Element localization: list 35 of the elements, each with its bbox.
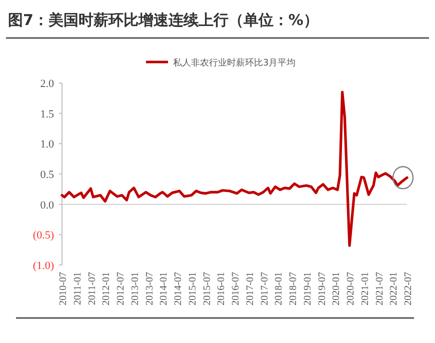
y-tick-label: 2.0 — [40, 78, 54, 90]
x-tick-label: 2017-01 — [244, 272, 256, 306]
x-tick-label: 2014-07 — [173, 272, 184, 306]
x-tick-label: 2011-07 — [86, 272, 98, 305]
x-tick-label: 2012-07 — [116, 272, 126, 306]
x-tick-label: 2019-01 — [302, 272, 314, 306]
y-tick-label: (0.5) — [32, 230, 54, 242]
x-tick-label: 2016-07 — [230, 272, 242, 306]
legend: 私人非农行业时薪环比3月平均 — [146, 58, 296, 68]
legend-label: 私人非农行业时薪环比3月平均 — [173, 58, 296, 68]
y-tick-label: 0.5 — [40, 169, 54, 181]
x-tick-label: 2020-01 — [331, 272, 342, 306]
x-tick-label: 2015-01 — [187, 272, 198, 306]
x-tick-label: 2022-01 — [388, 272, 400, 306]
x-tick-label: 2015-07 — [202, 272, 213, 306]
x-tick-label: 2022-07 — [403, 272, 414, 306]
x-tick-label: 2020-07 — [346, 272, 356, 306]
x-tick-label: 2018-07 — [288, 272, 299, 306]
x-tick-label: 2013-07 — [144, 272, 156, 306]
x-tick-label: 2010-07 — [58, 272, 69, 306]
x-tick-label: 2021-07 — [374, 272, 386, 306]
x-tick-label: 2019-07 — [316, 272, 328, 306]
y-tick-label: 1.5 — [40, 108, 54, 120]
x-tick-label: 2012-01 — [101, 272, 112, 306]
x-tick-label: 2016-01 — [216, 272, 228, 306]
y-tick-label: 1.0 — [40, 138, 54, 151]
chart-title: 图7：美国时薪环比增速连续上行（单位：%） — [8, 11, 318, 29]
x-tick-label: 2021-01 — [360, 272, 371, 306]
x-tick-label: 2013-01 — [130, 272, 141, 306]
x-tick-label: 2017-07 — [259, 272, 270, 306]
y-tick-label: (1.0) — [32, 260, 54, 272]
y-tick-label: 0.0 — [40, 199, 54, 212]
x-tick-label: 2018-01 — [274, 272, 285, 306]
x-tick-label: 2014-01 — [158, 272, 170, 306]
x-tick-label: 2011-01 — [72, 272, 84, 305]
